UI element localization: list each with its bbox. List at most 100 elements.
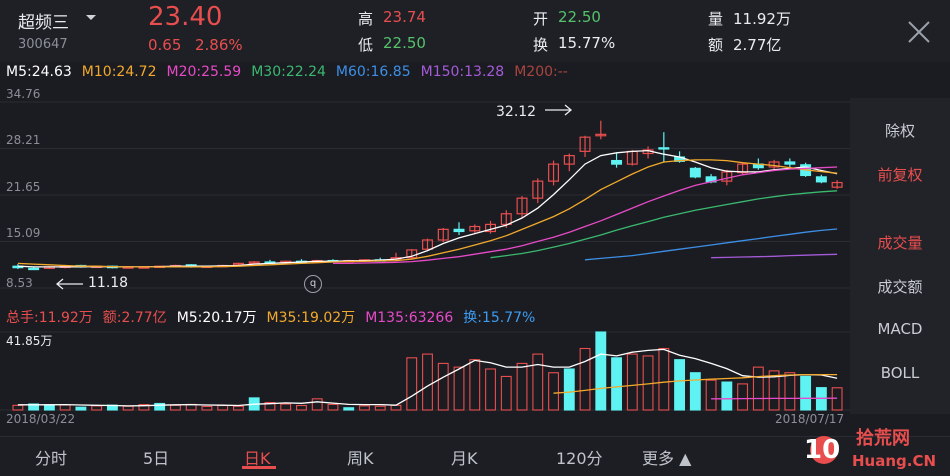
- indicator-option[interactable]: 成交额: [877, 278, 923, 296]
- last-price: 23.40: [148, 2, 223, 32]
- candle: [485, 220, 497, 234]
- candle: [721, 169, 733, 186]
- volume-bar: [91, 405, 103, 411]
- close-icon[interactable]: [905, 18, 933, 46]
- candle-body: [406, 249, 418, 259]
- candle: [611, 153, 623, 168]
- candle-body: [737, 163, 749, 174]
- volume-legend: 总手:11.92万 额:2.77亿 M5:20.17万 M35:19.02万 M135:…: [6, 307, 545, 327]
- indicator-option[interactable]: 成交量: [877, 234, 923, 252]
- ma-line-m150: [711, 253, 838, 259]
- volume-bar: [406, 357, 418, 411]
- candle: [689, 166, 701, 179]
- volume-bar: [154, 402, 166, 411]
- price-axis-label: 8.53: [6, 276, 33, 290]
- volume-bar: [264, 401, 276, 411]
- svg-text:拾荒网: 拾荒网: [856, 427, 910, 449]
- ma-legend-item: M30:22.24: [251, 64, 326, 80]
- volume-bar: [422, 353, 433, 411]
- volume-bar: [705, 379, 717, 411]
- volume-bar: [626, 353, 638, 411]
- candle: [815, 174, 827, 184]
- candle: [579, 135, 591, 158]
- period-tabbar: 分时 5日 日K 周K 月K 120分 更多 ▲: [0, 436, 950, 476]
- candle-body: [611, 159, 623, 165]
- volume-legend-item: 换:15.77%: [463, 310, 536, 326]
- low-label: 低: [358, 36, 374, 54]
- indicator-option[interactable]: 除权: [884, 122, 915, 140]
- volume-bar: [532, 353, 544, 411]
- volume-label: 量: [708, 10, 724, 28]
- volume-bar: [374, 405, 386, 411]
- candle: [737, 161, 749, 175]
- candle-body: [437, 228, 449, 241]
- tab-period[interactable]: 更多 ▲: [642, 449, 692, 468]
- candle: [516, 196, 528, 218]
- volume-bar: [784, 372, 796, 411]
- volume-bar: [485, 368, 496, 411]
- candle-body: [563, 155, 575, 165]
- tab-period[interactable]: 120分: [556, 449, 603, 468]
- candle: [406, 249, 418, 260]
- volume-bar: [138, 404, 150, 411]
- svg-text:Huang.CN: Huang.CN: [852, 452, 936, 470]
- ma-legend-item: M5:24.63: [6, 64, 72, 80]
- volume-bar: [280, 403, 292, 411]
- ma-line-m30: [490, 190, 838, 259]
- candle-body: [579, 136, 591, 152]
- tab-period[interactable]: 日K: [244, 449, 271, 468]
- chevron-down-icon[interactable]: [85, 14, 97, 22]
- volume-bar: [122, 405, 134, 411]
- candle-body: [469, 225, 481, 232]
- candle: [784, 158, 796, 168]
- indicator-option[interactable]: 前复权: [877, 166, 923, 184]
- tab-period[interactable]: 月K: [451, 449, 478, 468]
- arrow-right-icon: [545, 104, 573, 116]
- tab-period[interactable]: 5日: [143, 449, 170, 468]
- volume-bar: [595, 331, 607, 411]
- candle-body: [548, 163, 560, 182]
- event-marker-icon[interactable]: q: [304, 275, 322, 293]
- volume-bar: [75, 406, 87, 411]
- date-end: 2018/07/17: [775, 412, 845, 426]
- ma-legend-item: M200:--: [514, 64, 568, 80]
- tab-period[interactable]: 周K: [347, 449, 374, 468]
- ma-line-m60: [584, 228, 838, 261]
- candle-body: [595, 133, 607, 137]
- quote-header: 超频三 300647 23.40 0.65 2.86% 高 23.74 低 22…: [0, 0, 950, 62]
- volume-bar: [737, 383, 749, 411]
- volume-bar: [233, 405, 244, 411]
- amount-value: 2.77亿: [733, 36, 782, 54]
- indicator-option[interactable]: MACD: [877, 320, 923, 338]
- high-value: 23.74: [383, 8, 426, 26]
- candle: [658, 132, 670, 163]
- volume-bar: [28, 403, 40, 411]
- volume-axis-top: 41.85万: [6, 334, 53, 348]
- amount-label: 额: [708, 36, 724, 54]
- volume-bar: [296, 404, 307, 411]
- candle-body: [658, 147, 670, 150]
- candle: [548, 160, 560, 186]
- ma-legend-item: M20:25.59: [166, 64, 242, 80]
- indicator-option[interactable]: BOLL: [880, 364, 920, 382]
- volume-legend-item: M135:63266: [365, 310, 454, 326]
- price-change: 0.65: [148, 36, 182, 54]
- stock-name[interactable]: 超频三: [18, 13, 69, 33]
- candle: [437, 227, 449, 243]
- candle-body: [689, 167, 701, 178]
- price-axis-label: 15.09: [6, 226, 41, 241]
- ma-legend-item: M60:16.85: [335, 64, 411, 80]
- turnover-value: 15.77%: [558, 34, 616, 52]
- volume-ma-line-m135: [711, 397, 838, 400]
- ma-legend-item: M150:13.28: [420, 64, 505, 80]
- candle-body: [815, 176, 827, 183]
- date-start: 2018/03/22: [6, 412, 76, 426]
- tab-period[interactable]: 分时: [35, 449, 68, 468]
- stock-code: 300647: [18, 37, 68, 52]
- volume-bar: [327, 403, 339, 411]
- volume-bar: [343, 407, 355, 411]
- kline-chart[interactable]: [0, 90, 850, 436]
- volume-bar: [768, 370, 780, 411]
- volume-bar: [658, 347, 670, 411]
- volume-bar: [831, 387, 843, 411]
